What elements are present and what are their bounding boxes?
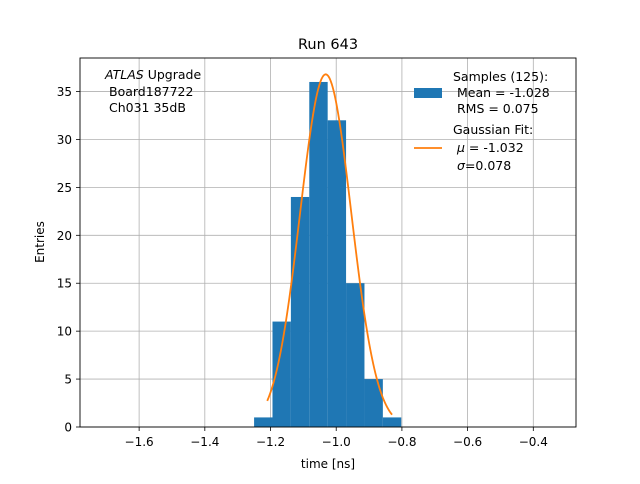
x-tick-label: −0.8: [387, 435, 416, 449]
legend-fit-mu: μ = -1.032: [456, 140, 524, 155]
histogram-bar: [327, 120, 347, 427]
gaussian-fit-curve: [266, 73, 393, 416]
legend-mu-value: = -1.032: [465, 140, 524, 155]
y-tick-label: 25: [57, 181, 72, 195]
legend: Samples (125): Mean = -1.028 RMS = 0.075…: [414, 69, 550, 173]
x-tick-label: −1.0: [322, 435, 351, 449]
legend-fit-title: Gaussian Fit:: [453, 122, 533, 137]
atlas-annotation: ATLAS Upgrade Board187722 Ch031 35dB: [104, 67, 201, 115]
x-axis-label: time [ns]: [301, 457, 355, 471]
histogram-bar: [309, 81, 328, 428]
legend-samples-mean: Mean = -1.028: [453, 85, 550, 100]
histogram-bar: [290, 196, 310, 427]
x-tick-label: −0.6: [453, 435, 482, 449]
y-tick-label: 10: [57, 325, 72, 339]
x-axis-ticks: −1.6 −1.4 −1.2 −1.0 −0.8 −0.6 −0.4: [125, 427, 548, 449]
legend-sigma-value: =0.078: [465, 158, 511, 173]
y-tick-label: 35: [57, 85, 72, 99]
histogram-bar: [272, 321, 291, 427]
y-tick-label: 0: [64, 421, 72, 435]
x-tick-label: −1.2: [256, 435, 285, 449]
histogram-bar: [254, 417, 273, 427]
legend-samples-title: Samples (125):: [453, 69, 548, 84]
histogram-bar: [382, 417, 402, 427]
y-tick-label: 5: [64, 373, 72, 387]
legend-sigma-symbol: σ: [457, 158, 466, 173]
legend-samples-rms: RMS = 0.075: [453, 101, 539, 116]
fit-line: [266, 73, 393, 416]
histogram-bars: [254, 81, 402, 428]
histogram-bar: [346, 283, 365, 427]
y-tick-label: 30: [57, 133, 72, 147]
annotation-atlas: ATLAS: [104, 67, 144, 82]
x-tick-label: −1.6: [125, 435, 154, 449]
annotation-channel: Ch031 35dB: [109, 100, 186, 115]
legend-fit-sigma: σ=0.078: [457, 158, 511, 173]
y-axis-ticks: 0 5 10 15 20 25 30 35: [57, 85, 80, 435]
x-tick-label: −1.4: [190, 435, 219, 449]
chart-title: Run 643: [298, 37, 358, 53]
y-tick-label: 15: [57, 277, 72, 291]
plot-frame: [79, 57, 577, 428]
y-tick-label: 20: [57, 229, 72, 243]
histogram-bar: [364, 379, 383, 427]
annotation-line-1: ATLAS Upgrade: [104, 67, 201, 82]
y-axis-label: Entries: [33, 221, 47, 263]
annotation-board: Board187722: [109, 84, 193, 99]
annotation-upgrade: Upgrade: [144, 67, 202, 82]
x-tick-label: −0.4: [519, 435, 548, 449]
legend-mu-symbol: μ: [456, 140, 465, 155]
legend-histogram-swatch: [414, 88, 442, 98]
